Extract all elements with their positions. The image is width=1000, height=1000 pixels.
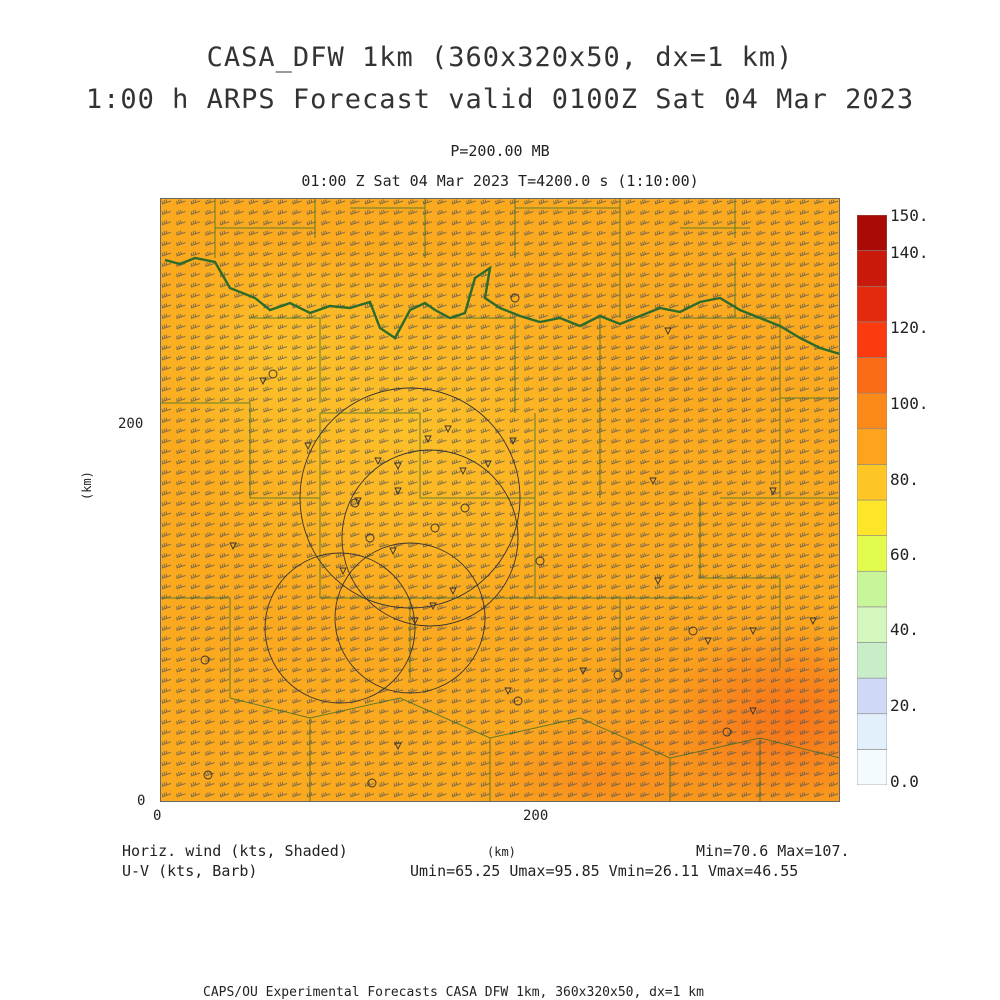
wind-barbs bbox=[160, 198, 840, 802]
barb-field-label: U-V (kts, Barb) bbox=[122, 862, 258, 880]
colorbar-label: 20. bbox=[890, 696, 919, 715]
colorbar-swatch bbox=[857, 250, 887, 287]
colorbar-swatch bbox=[857, 642, 887, 679]
colorbar-swatch bbox=[857, 464, 887, 501]
colorbar-label: 60. bbox=[890, 545, 919, 564]
map-frame bbox=[160, 198, 840, 802]
x-tick-200: 200 bbox=[523, 808, 549, 824]
title-line-2: 1:00 h ARPS Forecast valid 0100Z Sat 04 … bbox=[85, 84, 915, 115]
red-river-boundary bbox=[164, 256, 840, 356]
colorbar-swatch bbox=[857, 357, 887, 394]
x-axis-unit: (km) bbox=[487, 845, 516, 859]
colorbar-swatch bbox=[857, 713, 887, 750]
colorbar-swatch bbox=[857, 499, 887, 536]
colorbar-swatch bbox=[857, 428, 887, 465]
colorbar-swatch bbox=[857, 392, 887, 430]
colorbar-label: 120. bbox=[890, 318, 929, 337]
uv-stats-readout: Umin=65.25 Umax=95.85 Vmin=26.11 Vmax=46… bbox=[410, 862, 799, 880]
colorbar-swatch bbox=[857, 749, 887, 785]
colorbar bbox=[857, 215, 887, 785]
wind-speed-map bbox=[160, 198, 840, 802]
colorbar-swatch bbox=[857, 321, 887, 358]
y-tick-200: 200 bbox=[118, 416, 144, 432]
pressure-level: P=200.00 MB bbox=[450, 142, 550, 160]
min-max-readout: Min=70.6 Max=107. bbox=[696, 842, 850, 860]
y-axis-unit: (km) bbox=[80, 471, 94, 500]
colorbar-swatch bbox=[857, 606, 887, 643]
colorbar-swatch bbox=[857, 285, 887, 323]
colorbar-swatch bbox=[857, 677, 887, 715]
shaded-field-label: Horiz. wind (kts, Shaded) bbox=[122, 842, 348, 860]
radar-range-rings bbox=[264, 387, 521, 704]
colorbar-label: 100. bbox=[890, 394, 929, 413]
colorbar-label: 140. bbox=[890, 243, 929, 262]
title-line-1: CASA_DFW 1km (360x320x50, dx=1 km) bbox=[206, 42, 794, 73]
colorbar-label: 80. bbox=[890, 470, 919, 489]
colorbar-swatch bbox=[857, 535, 887, 572]
colorbar-label: 150. bbox=[890, 206, 929, 225]
footer-credit: CAPS/OU Experimental Forecasts CASA DFW … bbox=[203, 985, 704, 1000]
valid-time: 01:00 Z Sat 04 Mar 2023 T=4200.0 s (1:10… bbox=[301, 172, 699, 190]
colorbar-swatch bbox=[857, 215, 887, 251]
county-boundaries bbox=[160, 198, 840, 802]
colorbar-swatch bbox=[857, 570, 887, 608]
station-markers bbox=[200, 293, 817, 788]
colorbar-label: 40. bbox=[890, 620, 919, 639]
y-tick-0: 0 bbox=[137, 793, 146, 809]
x-tick-0: 0 bbox=[153, 808, 162, 824]
colorbar-label: 0.0 bbox=[890, 772, 919, 791]
